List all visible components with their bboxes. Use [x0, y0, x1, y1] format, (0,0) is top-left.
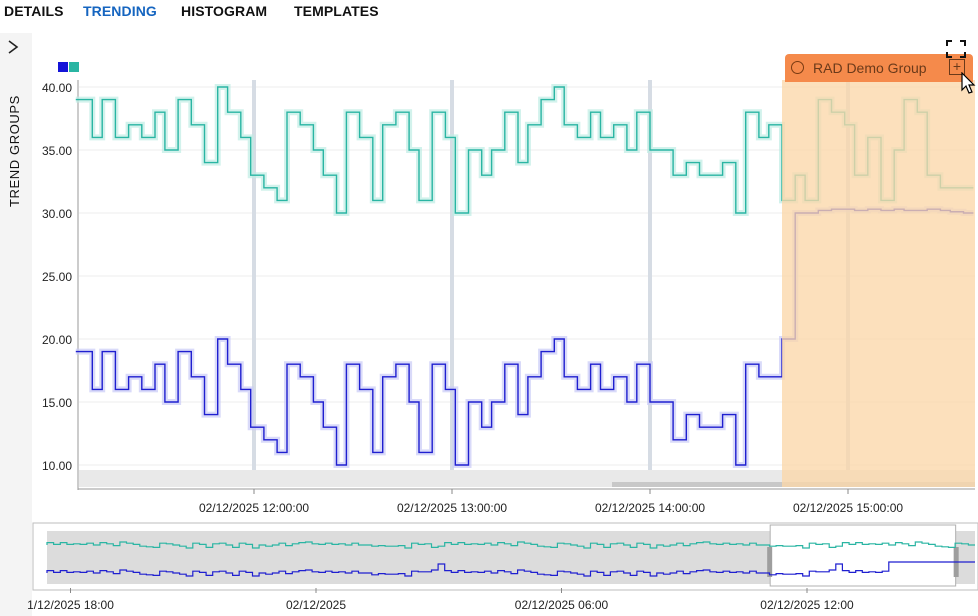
x-tick-label: 02/12/2025 14:00:00 [595, 501, 705, 515]
navigator-series-teal [46, 541, 975, 549]
trend-icon [791, 61, 804, 74]
tab-details[interactable]: DETAILS [4, 3, 64, 19]
y-tick-label: 15.00 [42, 396, 72, 410]
trend-group-label: RAD Demo Group [813, 60, 927, 76]
fullscreen-icon[interactable] [946, 40, 966, 58]
hour-marker [450, 80, 454, 470]
y-tick-label: 40.00 [42, 81, 72, 95]
y-tick-label: 25.00 [42, 270, 72, 284]
y-tick-label: 35.00 [42, 144, 72, 158]
tab-templates[interactable]: TEMPLATES [294, 3, 379, 19]
x-tick-label: 02/12/2025 13:00:00 [397, 501, 507, 515]
navigator-series-blue [46, 561, 975, 577]
navigator-tick-label: 1/12/2025 18:00 [27, 598, 114, 612]
legend-swatch[interactable] [69, 62, 79, 72]
navigator-handle-left[interactable] [767, 547, 773, 577]
y-tick-label: 30.00 [42, 207, 72, 221]
mouse-cursor-icon [961, 72, 976, 94]
chevron-right-icon[interactable] [6, 39, 20, 55]
tab-histogram[interactable]: HISTOGRAM [181, 3, 268, 19]
trend-groups-sidebar[interactable]: TREND GROUPS [0, 33, 32, 616]
x-tick-label: 02/12/2025 15:00:00 [793, 501, 903, 515]
navigator-tick-label: 02/12/2025 [286, 598, 346, 612]
navigator-tick-label: 02/12/2025 12:00 [760, 598, 854, 612]
plus-box-icon[interactable]: + [949, 59, 965, 75]
navigator-shade-right [955, 531, 975, 584]
tab-bar: DETAILS TRENDING HISTOGRAM TEMPLATES [0, 0, 978, 24]
tab-trending[interactable]: TRENDING [83, 3, 157, 19]
trend-group-region[interactable] [782, 80, 975, 487]
x-tick-label: 02/12/2025 12:00:00 [199, 501, 309, 515]
navigator-tick-label: 02/12/2025 06:00 [515, 598, 609, 612]
hour-marker [648, 80, 652, 470]
y-tick-label: 10.00 [42, 459, 72, 473]
hour-marker [252, 80, 256, 470]
y-tick-label: 20.00 [42, 333, 72, 347]
trend-group-header[interactable]: RAD Demo Group + [785, 54, 973, 82]
legend-swatch[interactable] [58, 62, 68, 72]
